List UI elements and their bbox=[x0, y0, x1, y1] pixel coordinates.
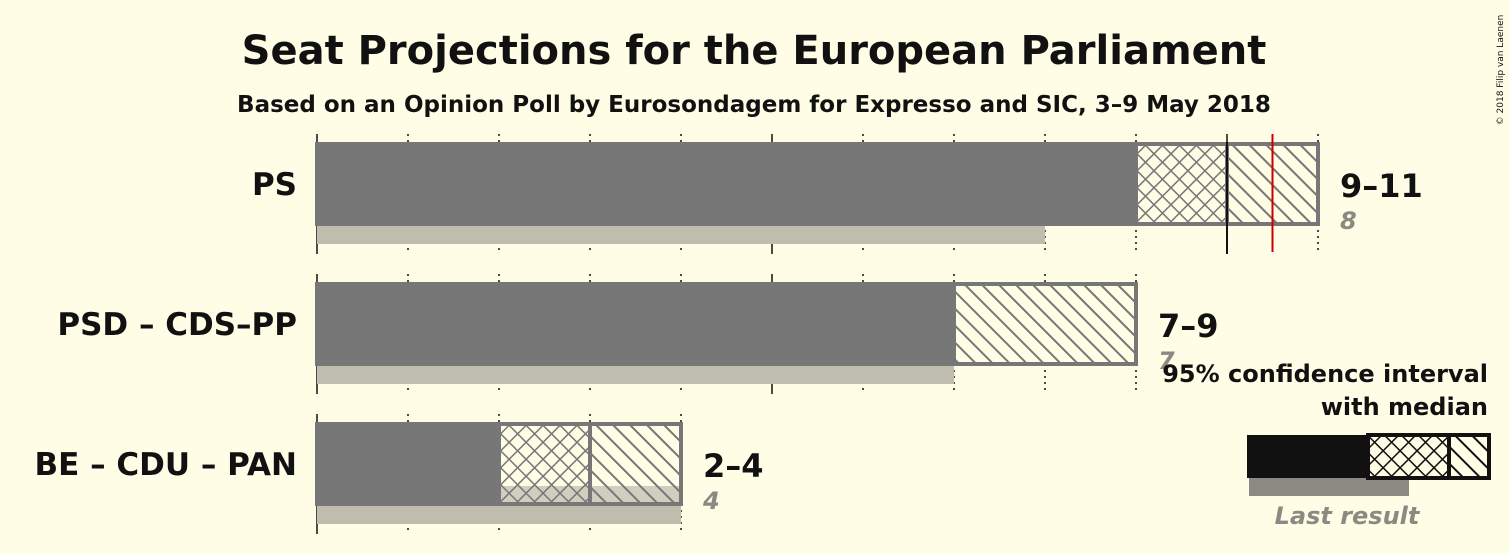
legend-line2: with median bbox=[1321, 393, 1488, 421]
last-result-label-1: 7 bbox=[1158, 347, 1175, 375]
party-label-0: PS bbox=[252, 167, 297, 203]
last-result-bar-1 bbox=[317, 366, 954, 384]
legend-diag-swatch bbox=[1447, 433, 1491, 480]
bar-solid-0 bbox=[315, 142, 1136, 226]
legend: 95% confidence interval with median Last… bbox=[1162, 360, 1491, 530]
legend-solid-swatch bbox=[1247, 435, 1368, 478]
bar-diag-1 bbox=[952, 282, 1138, 366]
last-result-bar-2 bbox=[317, 506, 681, 524]
legend-last-result-label: Last result bbox=[1275, 502, 1421, 530]
last-result-label-0: 8 bbox=[1340, 207, 1357, 235]
labels-group: PS 9–118 PSD – CDS–PP 7–97 BE – CDU – PAN 2–4… bbox=[35, 167, 1423, 515]
copyright-text: © 2018 Filip van Laenen bbox=[1496, 15, 1506, 126]
chart-subtitle: Based on an Opinion Poll by Eurosondagem… bbox=[237, 92, 1271, 118]
last-result-overlay-2 bbox=[499, 486, 681, 504]
bars-group bbox=[315, 134, 1320, 524]
legend-line1: 95% confidence interval bbox=[1162, 360, 1488, 388]
party-label-2: BE – CDU – PAN bbox=[35, 447, 297, 483]
party-label-1: PSD – CDS–PP bbox=[57, 307, 297, 343]
bar-cross-0 bbox=[1134, 142, 1229, 226]
bar-solid-1 bbox=[315, 282, 954, 366]
legend-cross-swatch bbox=[1366, 433, 1451, 480]
last-result-label-2: 4 bbox=[702, 487, 720, 515]
range-label-2: 2–4 bbox=[703, 447, 764, 485]
last-result-bar-0 bbox=[317, 226, 1045, 244]
bar-solid-2 bbox=[315, 422, 499, 506]
range-label-1: 7–9 bbox=[1158, 307, 1219, 345]
bar-cross-2 bbox=[497, 422, 592, 506]
chart-title: Seat Projections for the European Parlia… bbox=[242, 28, 1267, 74]
bar-diag-2 bbox=[588, 422, 683, 506]
range-label-0: 9–11 bbox=[1340, 167, 1423, 205]
